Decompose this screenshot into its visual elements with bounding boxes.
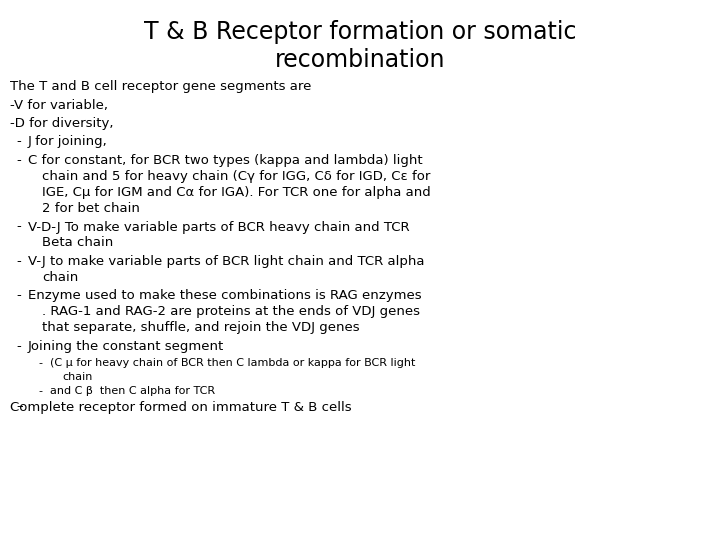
Text: IGE, Cμ for IGM and Cα for IGA). For TCR one for alpha and: IGE, Cμ for IGM and Cα for IGA). For TCR…	[42, 186, 431, 199]
Text: . RAG-1 and RAG-2 are proteins at the ends of VDJ genes: . RAG-1 and RAG-2 are proteins at the en…	[42, 306, 420, 319]
Text: recombination: recombination	[275, 48, 445, 72]
Text: chain and 5 for heavy chain (Cγ for IGG, Cδ for IGD, Cε for: chain and 5 for heavy chain (Cγ for IGG,…	[42, 170, 431, 183]
Text: -D for diversity,: -D for diversity,	[10, 117, 114, 130]
Text: Joining the constant segment: Joining the constant segment	[28, 340, 224, 353]
Text: -: -	[16, 340, 21, 353]
Text: T & B Receptor formation or somatic: T & B Receptor formation or somatic	[144, 20, 576, 44]
Text: -: -	[38, 359, 42, 368]
Text: -: -	[16, 136, 21, 148]
Text: -: -	[38, 386, 42, 396]
Text: Enzyme used to make these combinations is RAG enzymes: Enzyme used to make these combinations i…	[28, 289, 422, 302]
Text: -: -	[16, 154, 21, 167]
Text: (C μ for heavy chain of BCR then C lambda or kappa for BCR light: (C μ for heavy chain of BCR then C lambd…	[50, 359, 415, 368]
Text: -: -	[16, 220, 21, 233]
Text: The T and B cell receptor gene segments are: The T and B cell receptor gene segments …	[10, 80, 311, 93]
Text: that separate, shuffle, and rejoin the VDJ genes: that separate, shuffle, and rejoin the V…	[42, 321, 359, 334]
Text: -V for variable,: -V for variable,	[10, 98, 108, 111]
Text: 2 for bet chain: 2 for bet chain	[42, 202, 140, 215]
Text: V-D-J To make variable parts of BCR heavy chain and TCR: V-D-J To make variable parts of BCR heav…	[28, 220, 410, 233]
Text: J for joining,: J for joining,	[28, 136, 108, 148]
Text: –: –	[16, 401, 22, 414]
Text: Beta chain: Beta chain	[42, 237, 113, 249]
Text: and C β  then C alpha for TCR: and C β then C alpha for TCR	[50, 386, 215, 396]
Text: Complete receptor formed on immature T & B cells: Complete receptor formed on immature T &…	[10, 401, 351, 414]
Text: -: -	[16, 289, 21, 302]
Text: C for constant, for BCR two types (kappa and lambda) light: C for constant, for BCR two types (kappa…	[28, 154, 423, 167]
Text: chain: chain	[62, 372, 92, 381]
Text: V-J to make variable parts of BCR light chain and TCR alpha: V-J to make variable parts of BCR light …	[28, 255, 425, 268]
Text: chain: chain	[42, 271, 78, 284]
Text: -: -	[16, 255, 21, 268]
